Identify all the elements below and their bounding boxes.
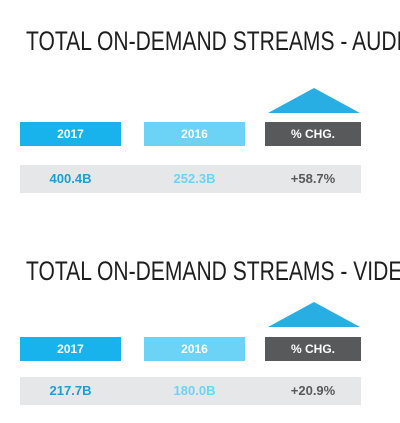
audio-value-2017: 400.4B <box>49 171 92 186</box>
video-values-row: 217.7B 180.0B +20.9% <box>20 377 361 405</box>
video-value-2017: 217.7B <box>49 383 92 398</box>
audio-streams-panel: TOTAL ON-DEMAND STREAMS - AUDIO 2017 201… <box>0 0 400 200</box>
video-up-arrow-icon <box>268 302 360 327</box>
video-value-2016: 180.0B <box>173 383 216 398</box>
audio-up-arrow-icon <box>268 88 360 113</box>
video-value-pct-change: +20.9% <box>290 383 336 398</box>
audio-value-2016: 252.3B <box>173 171 216 186</box>
video-title: TOTAL ON-DEMAND STREAMS - VIDEO <box>26 256 400 286</box>
audio-header-pct-change: % CHG. <box>265 122 361 146</box>
video-header-pct-change: % CHG. <box>265 337 361 361</box>
audio-value-pct-change: +58.7% <box>290 171 336 186</box>
video-header-2016: 2016 <box>144 337 245 361</box>
audio-values-row: 400.4B 252.3B +58.7% <box>20 165 361 193</box>
audio-header-2017: 2017 <box>20 122 121 146</box>
audio-title: TOTAL ON-DEMAND STREAMS - AUDIO <box>26 26 400 56</box>
audio-header-2016: 2016 <box>144 122 245 146</box>
video-header-2017: 2017 <box>20 337 121 361</box>
